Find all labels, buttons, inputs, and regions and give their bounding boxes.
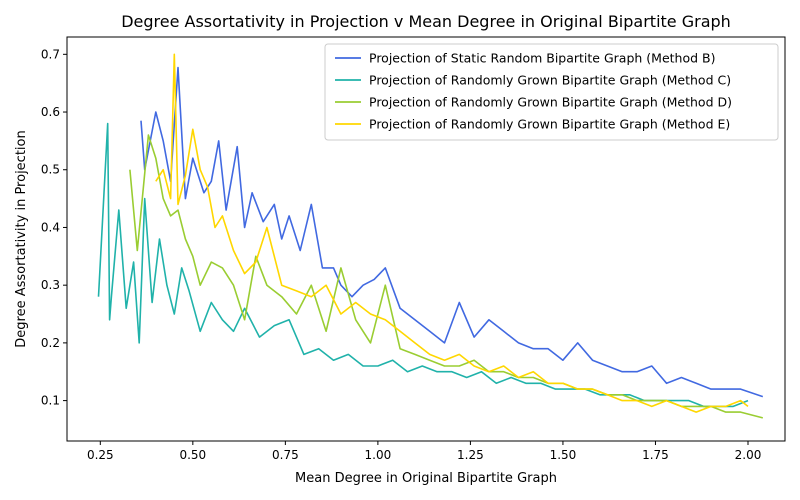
legend-label: Projection of Static Random Bipartite Gr…	[369, 51, 715, 66]
y-tick-label: 0.3	[41, 278, 60, 292]
x-tick-label: 0.25	[87, 448, 114, 462]
legend-label: Projection of Randomly Grown Bipartite G…	[369, 73, 731, 88]
plot-lines	[97, 53, 764, 419]
legend: Projection of Static Random Bipartite Gr…	[324, 43, 779, 141]
legend-label: Projection of Randomly Grown Bipartite G…	[369, 117, 730, 132]
legend-box	[324, 43, 779, 141]
x-tick-label: 1.50	[550, 448, 577, 462]
x-tick-label: 1.75	[642, 448, 669, 462]
series-line-3	[155, 53, 749, 413]
y-axis: 0.1 0.2 0.3 0.4 0.5 0.6 0.7	[41, 47, 67, 408]
x-tick-label: 2.00	[735, 448, 762, 462]
y-tick-label: 0.7	[41, 47, 60, 61]
x-tick-label: 1.00	[365, 448, 392, 462]
series-line-0	[140, 66, 764, 398]
y-axis-label: Degree Assortativity in Projection	[14, 130, 29, 347]
x-tick-label: 1.25	[457, 448, 484, 462]
y-tick-label: 0.6	[41, 105, 60, 119]
y-tick-label: 0.2	[41, 336, 60, 350]
x-axis: 0.25 0.50 0.75 1.00 1.25 1.50 1.75 2.00	[87, 441, 761, 462]
series-line-2	[129, 134, 764, 419]
plot-frame	[66, 36, 786, 442]
chart-title: Degree Assortativity in Projection v Mea…	[121, 12, 731, 31]
y-tick-label: 0.4	[41, 220, 60, 234]
y-tick-label: 0.1	[41, 394, 60, 408]
x-axis-label: Mean Degree in Original Bipartite Graph	[295, 471, 557, 486]
legend-label: Projection of Randomly Grown Bipartite G…	[369, 95, 732, 110]
x-tick-label: 0.50	[179, 448, 206, 462]
x-tick-label: 0.75	[272, 448, 299, 462]
y-tick-label: 0.5	[41, 163, 60, 177]
